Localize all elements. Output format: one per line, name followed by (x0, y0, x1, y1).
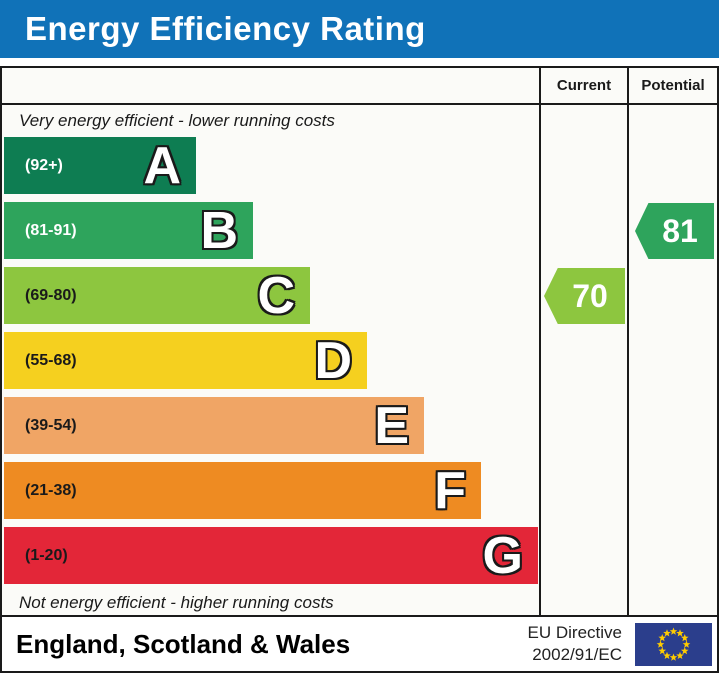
band-letter: G (482, 526, 523, 585)
band-letter: F (434, 461, 466, 520)
band-row-F: (21-38) F (4, 462, 539, 519)
band-letter: E (374, 396, 409, 455)
rating-bars: (92+) A (81-91) B (69-80) C (55-68) D (39-54) E (2… (2, 137, 539, 584)
band-letter: B (200, 201, 238, 260)
title-bar: Energy Efficiency Rating (0, 0, 719, 58)
band-letter: C (257, 266, 295, 325)
current-column-header: Current (539, 68, 627, 103)
region-label: England, Scotland & Wales (16, 628, 351, 659)
band-row-C: (69-80) C (4, 267, 539, 324)
potential-value: 81 (662, 212, 698, 249)
band-letter: D (314, 331, 352, 390)
band-bar-D: (55-68) D (4, 332, 367, 389)
band-bar-A: (92+) A (4, 137, 196, 194)
band-range-label: (1-20) (25, 546, 68, 564)
table-header-row: Current Potential (2, 68, 717, 105)
band-range-label: (55-68) (25, 351, 77, 369)
band-letter: A (143, 136, 181, 195)
band-bar-G: (1-20) G (4, 527, 538, 584)
eu-flag-icon (635, 622, 712, 666)
eu-directive-label: EU Directive 2002/91/EC (528, 622, 622, 666)
eu-directive-line2: 2002/91/EC (532, 645, 622, 664)
band-row-D: (55-68) D (4, 332, 539, 389)
band-row-G: (1-20) G (4, 527, 539, 584)
band-range-label: (69-80) (25, 286, 77, 304)
caption-very-efficient: Very energy efficient - lower running co… (19, 111, 335, 130)
band-range-label: (39-54) (25, 416, 77, 434)
potential-column-header: Potential (627, 68, 717, 103)
page-title: Energy Efficiency Rating (25, 10, 426, 47)
chart-body: Very energy efficient - lower running co… (2, 105, 717, 617)
eu-directive-line1: EU Directive (527, 622, 622, 642)
caption-not-efficient: Not energy efficient - higher running co… (19, 593, 334, 612)
current-value: 70 (572, 277, 608, 314)
chart-area: Very energy efficient - lower running co… (2, 105, 539, 615)
rating-table: Current Potential Very energy efficient … (0, 66, 719, 673)
band-row-E: (39-54) E (4, 397, 539, 454)
current-column: 70 (539, 105, 627, 615)
band-bar-B: (81-91) B (4, 202, 253, 259)
potential-column: 81 (627, 105, 717, 615)
current-marker: 70 (544, 268, 625, 324)
band-bar-E: (39-54) E (4, 397, 424, 454)
band-range-label: (92+) (25, 156, 63, 174)
footer: England, Scotland & Wales EU Directive 2… (2, 617, 717, 671)
band-range-label: (81-91) (25, 221, 77, 239)
header-spacer-cell (2, 68, 539, 103)
band-bar-F: (21-38) F (4, 462, 481, 519)
potential-marker: 81 (635, 203, 714, 259)
band-row-B: (81-91) B (4, 202, 539, 259)
band-range-label: (21-38) (25, 481, 77, 499)
band-row-A: (92+) A (4, 137, 539, 194)
band-bar-C: (69-80) C (4, 267, 310, 324)
